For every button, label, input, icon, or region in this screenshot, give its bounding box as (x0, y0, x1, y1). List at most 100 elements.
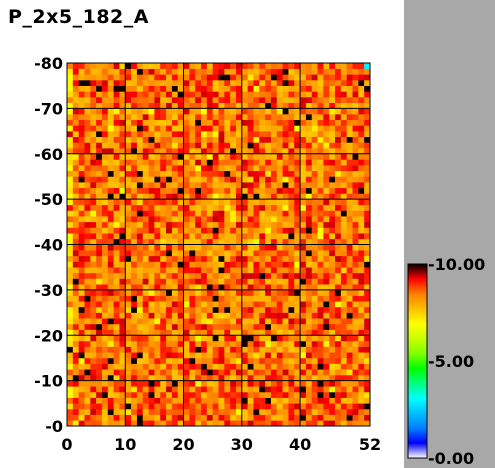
heatmap-cell (107, 323, 114, 330)
heatmap-cell (358, 323, 365, 330)
heatmap-cell (183, 125, 190, 132)
heatmap-cell (311, 391, 318, 398)
heatmap-cell (346, 261, 353, 268)
heatmap-cell (247, 102, 254, 109)
heatmap-cell (72, 80, 79, 86)
heatmap-cell (90, 74, 97, 81)
heatmap-cell (67, 363, 74, 370)
heatmap-cell (329, 374, 336, 381)
heatmap-cell (148, 238, 155, 245)
heatmap-cell (183, 170, 190, 177)
heatmap-cell (183, 114, 190, 121)
heatmap-cell (90, 91, 97, 98)
heatmap-cell (136, 386, 144, 393)
heatmap-cell (317, 170, 324, 177)
heatmap-cell (160, 391, 167, 398)
heatmap-cell (364, 363, 371, 370)
heatmap-cell (305, 108, 313, 115)
heatmap-cell (323, 391, 330, 398)
heatmap-cell (329, 97, 336, 103)
heatmap-cell (346, 204, 353, 211)
heatmap-cell (142, 148, 149, 155)
heatmap-cell (235, 97, 243, 103)
heatmap-cell (253, 329, 260, 336)
heatmap-cell (247, 374, 254, 381)
heatmap-cell (119, 238, 126, 245)
heatmap-cell (346, 216, 353, 223)
heatmap-cell (358, 261, 365, 268)
heatmap-cell (311, 227, 318, 234)
heatmap-cell (335, 199, 342, 206)
heatmap-cell (148, 221, 155, 228)
heatmap-cell (96, 414, 103, 421)
heatmap-cell (358, 357, 365, 364)
heatmap-cell (340, 278, 347, 285)
heatmap-cell (183, 182, 190, 189)
heatmap-cell (113, 318, 120, 325)
heatmap-cell (166, 363, 173, 370)
heatmap-cell (206, 119, 213, 126)
heatmap-cell (142, 85, 149, 92)
heatmap-cell (329, 91, 336, 98)
heatmap-cell (148, 165, 155, 172)
heatmap-cell (241, 85, 248, 92)
heatmap-cell (335, 301, 342, 308)
heatmap-cell (265, 352, 272, 359)
heatmap-cell (142, 204, 149, 211)
heatmap-cell (67, 391, 74, 398)
heatmap-cell (323, 176, 330, 183)
heatmap-cell (67, 233, 74, 240)
heatmap-cell (241, 91, 248, 98)
heatmap-cell (218, 374, 225, 381)
heatmap-cell (230, 170, 237, 177)
heatmap-cell (300, 108, 307, 115)
heatmap-cell (177, 131, 184, 138)
heatmap-cell (247, 369, 254, 376)
heatmap-cell (154, 221, 161, 228)
heatmap-cell (160, 312, 167, 319)
heatmap-cell (136, 63, 144, 69)
heatmap-cell (96, 108, 103, 115)
heatmap-cell (160, 295, 167, 302)
heatmap-cell (96, 357, 103, 364)
heatmap-cell (101, 165, 109, 172)
heatmap-cell (265, 148, 272, 155)
heatmap-cell (195, 182, 202, 189)
heatmap-cell (113, 397, 120, 404)
heatmap-cell (230, 91, 237, 98)
heatmap-cell (346, 284, 353, 291)
heatmap-cell (177, 187, 184, 194)
heatmap-cell (224, 267, 231, 274)
heatmap-cell (270, 340, 278, 347)
heatmap-cell (340, 210, 347, 217)
heatmap-cell (183, 272, 190, 279)
heatmap-cell (72, 284, 79, 291)
heatmap-cell (84, 80, 91, 86)
heatmap-cell (218, 91, 225, 98)
heatmap-cell (346, 346, 353, 353)
heatmap-cell (90, 68, 97, 75)
heatmap-cell (195, 131, 202, 138)
heatmap-cell (358, 63, 365, 69)
heatmap-cell (195, 233, 202, 240)
heatmap-cell (78, 323, 85, 330)
heatmap-cell (358, 142, 365, 149)
heatmap-cell (78, 250, 85, 257)
heatmap-cell (282, 97, 289, 103)
heatmap-cell (136, 210, 144, 217)
heatmap-cell (300, 238, 307, 245)
heatmap-cell (72, 278, 79, 285)
heatmap-cell (78, 204, 85, 211)
heatmap-cell (335, 329, 342, 336)
heatmap-cell (84, 306, 91, 313)
heatmap-cell (78, 80, 85, 86)
heatmap-cell (352, 301, 359, 308)
heatmap-cell (235, 165, 243, 172)
heatmap-cell (340, 114, 347, 121)
heatmap-cell (67, 210, 74, 217)
heatmap-cell (131, 244, 138, 251)
heatmap-cell (230, 114, 237, 121)
heatmap-cell (142, 255, 149, 262)
heatmap-cell (364, 68, 371, 75)
heatmap-cell (148, 267, 155, 274)
